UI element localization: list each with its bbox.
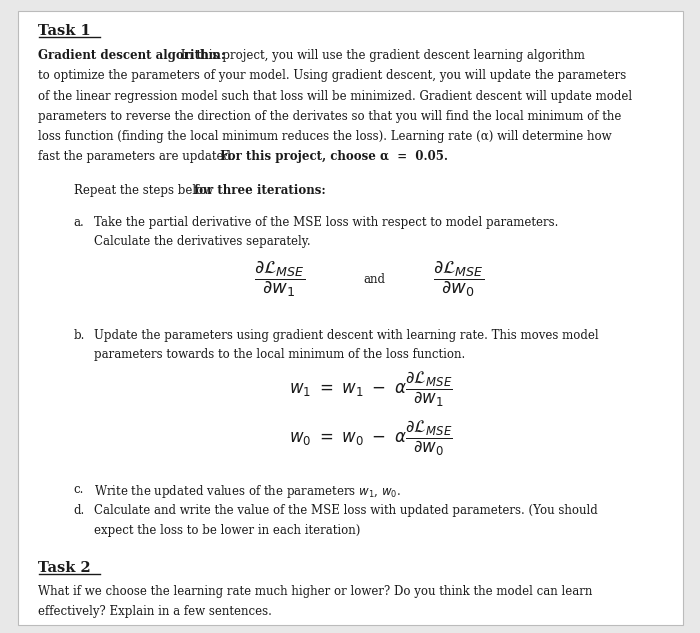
Text: and: and <box>363 273 386 286</box>
Text: Calculate and write the value of the MSE loss with updated parameters. (You shou: Calculate and write the value of the MSE… <box>94 504 598 517</box>
Text: b.: b. <box>74 329 85 342</box>
Text: d.: d. <box>74 504 85 517</box>
Text: Take the partial derivative of the MSE loss with respect to model parameters.: Take the partial derivative of the MSE l… <box>94 216 559 229</box>
Text: c.: c. <box>74 482 84 496</box>
Text: Repeat the steps below: Repeat the steps below <box>74 184 216 197</box>
Text: $w_0 \ = \ w_0 \ - \ \alpha\dfrac{\partial \mathcal{L}_{MSE}}{\partial w_0}$: $w_0 \ = \ w_0 \ - \ \alpha\dfrac{\parti… <box>289 419 453 458</box>
Text: a.: a. <box>74 216 84 229</box>
Text: Calculate the derivatives separately.: Calculate the derivatives separately. <box>94 235 311 248</box>
Text: For this project, choose α  =  0.05.: For this project, choose α = 0.05. <box>216 150 447 163</box>
Text: parameters to reverse the direction of the derivates so that you will find the l: parameters to reverse the direction of t… <box>38 110 622 123</box>
Text: Task 1: Task 1 <box>38 24 91 38</box>
Text: parameters towards to the local minimum of the loss function.: parameters towards to the local minimum … <box>94 348 466 361</box>
Text: fast the parameters are updated.: fast the parameters are updated. <box>38 150 235 163</box>
Text: $\dfrac{\partial \mathcal{L}_{MSE}}{\partial w_1}$: $\dfrac{\partial \mathcal{L}_{MSE}}{\par… <box>254 260 306 299</box>
Text: effectively? Explain in a few sentences.: effectively? Explain in a few sentences. <box>38 605 272 618</box>
Text: Task 2: Task 2 <box>38 561 91 575</box>
Text: Update the parameters using gradient descent with learning rate. This moves mode: Update the parameters using gradient des… <box>94 329 599 342</box>
FancyBboxPatch shape <box>18 11 682 625</box>
Text: to optimize the parameters of your model. Using gradient descent, you will updat: to optimize the parameters of your model… <box>38 70 626 82</box>
Text: What if we choose the learning rate much higher or lower? Do you think the model: What if we choose the learning rate much… <box>38 585 593 598</box>
Text: $w_1 \ = \ w_1 \ - \ \alpha\dfrac{\partial \mathcal{L}_{MSE}}{\partial w_1}$: $w_1 \ = \ w_1 \ - \ \alpha\dfrac{\parti… <box>289 370 453 409</box>
Text: loss function (finding the local minimum reduces the loss). Learning rate (α) wi: loss function (finding the local minimum… <box>38 130 612 143</box>
Text: for three iterations:: for three iterations: <box>194 184 326 197</box>
Text: expect the loss to be lower in each iteration): expect the loss to be lower in each iter… <box>94 523 361 537</box>
Text: Gradient descent algorithm:: Gradient descent algorithm: <box>38 49 225 63</box>
Text: Write the updated values of the parameters $w_1$, $w_0$.: Write the updated values of the paramete… <box>94 482 402 499</box>
Text: of the linear regression model such that loss will be minimized. Gradient descen: of the linear regression model such that… <box>38 90 633 103</box>
Text: In this project, you will use the gradient descent learning algorithm: In this project, you will use the gradie… <box>177 49 585 63</box>
Text: $\dfrac{\partial \mathcal{L}_{MSE}}{\partial w_0}$: $\dfrac{\partial \mathcal{L}_{MSE}}{\par… <box>433 260 484 299</box>
